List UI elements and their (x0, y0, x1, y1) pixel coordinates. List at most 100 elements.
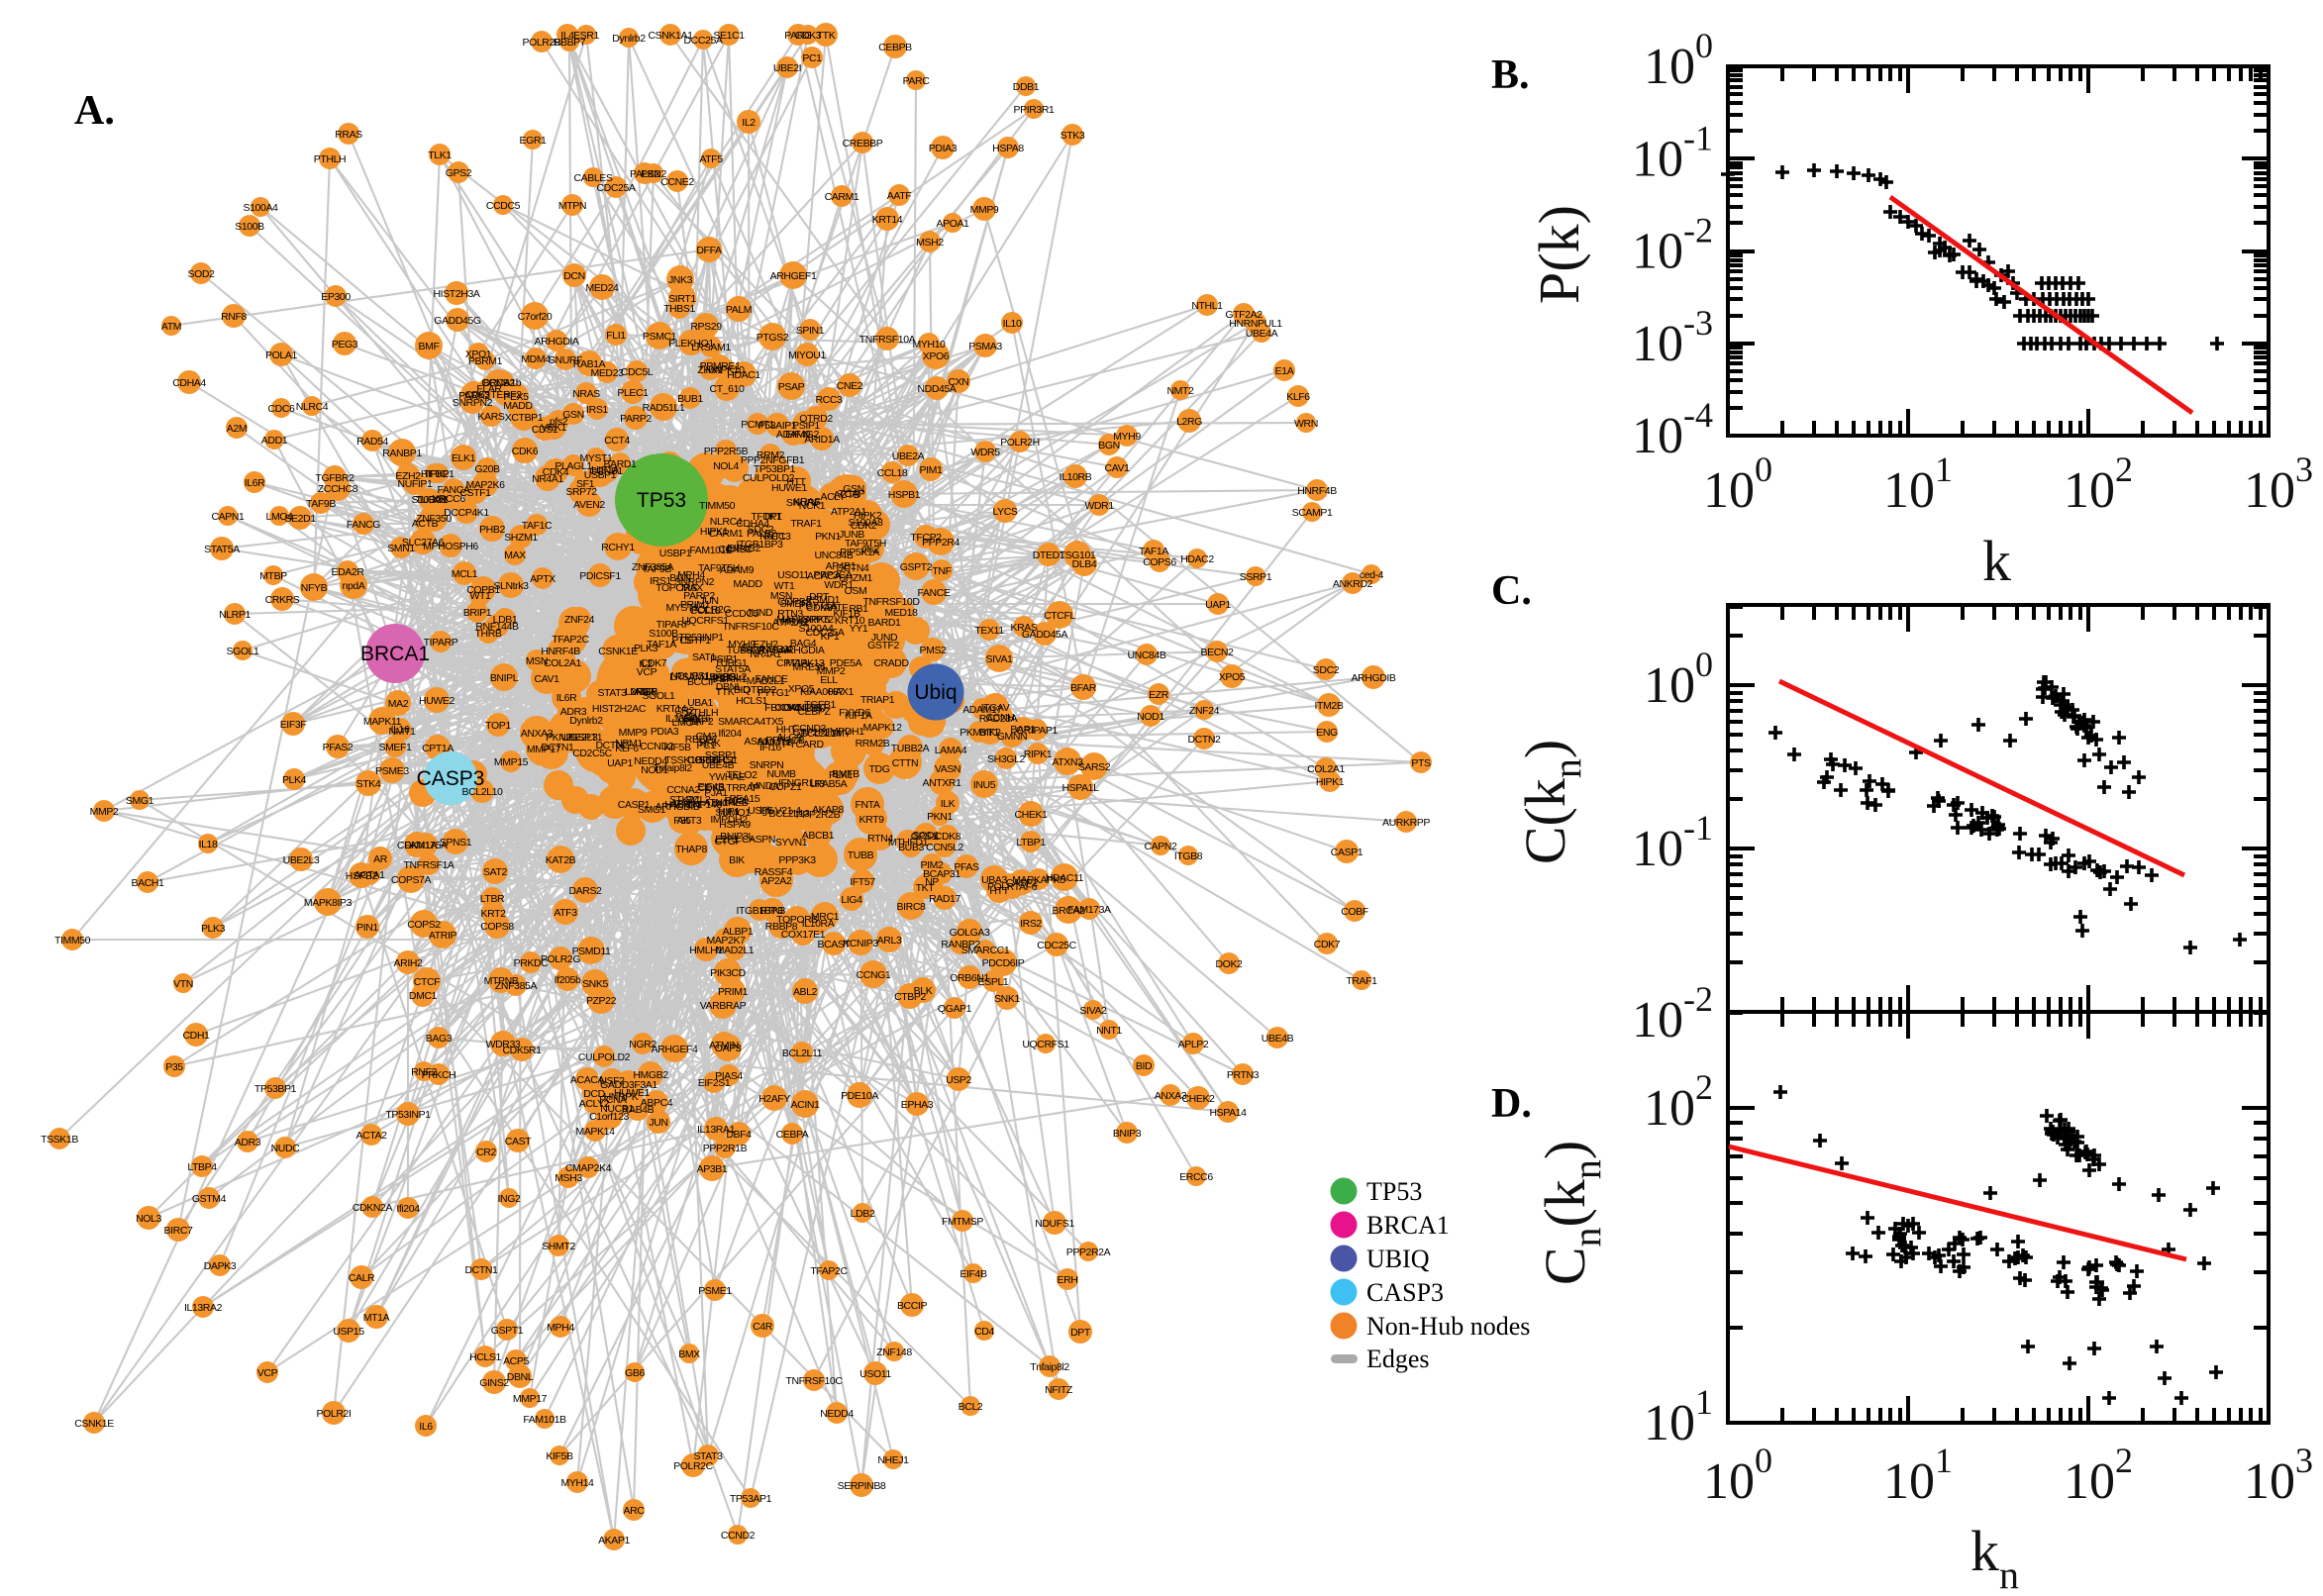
svg-text:PPP2R2B: PPP2R2B (796, 809, 841, 821)
svg-text:SLC27A6: SLC27A6 (402, 537, 445, 549)
svg-text:PLK4: PLK4 (282, 774, 307, 786)
svg-text:PLK3: PLK3 (201, 923, 226, 935)
svg-text:ARHGDIA: ARHGDIA (779, 645, 824, 656)
svg-text:DCC25A: DCC25A (683, 35, 722, 47)
svg-text:IRS2: IRS2 (1020, 918, 1042, 930)
svg-text:ACACA: ACACA (807, 570, 842, 582)
svg-text:GPS1: GPS1 (911, 831, 938, 843)
svg-text:SNURF: SNURF (549, 354, 582, 366)
svg-text:CDC25A: CDC25A (596, 182, 635, 194)
svg-text:PEA15: PEA15 (730, 793, 760, 805)
svg-text:TAF1C: TAF1C (522, 520, 553, 532)
svg-text:PRIM1: PRIM1 (680, 599, 711, 611)
svg-text:ADD1: ADD1 (261, 435, 288, 447)
svg-text:MAPK10: MAPK10 (705, 364, 745, 376)
svg-text:CDKN1A: CDKN1A (397, 840, 438, 851)
svg-text:EIF4G2: EIF4G2 (785, 429, 819, 441)
svg-text:ANKRD2: ANKRD2 (1333, 578, 1373, 590)
svg-text:NRAS: NRAS (572, 388, 600, 400)
svg-text:CCNB2: CCNB2 (718, 544, 752, 555)
svg-text:WDR1: WDR1 (824, 579, 854, 591)
svg-text:MTBP: MTBP (259, 570, 287, 582)
svg-text:TUBB2A: TUBB2A (891, 743, 930, 754)
svg-text:HHT: HHT (776, 724, 797, 736)
svg-text:ZNF148: ZNF148 (686, 799, 722, 811)
svg-text:If205b: If205b (555, 974, 581, 986)
svg-text:AKAP1: AKAP1 (598, 1535, 630, 1546)
svg-text:CSTF1: CSTF1 (679, 635, 711, 647)
svg-text:GSPT1: GSPT1 (491, 1325, 524, 1337)
svg-text:PTS: PTS (671, 635, 691, 647)
svg-text:MMP2: MMP2 (817, 665, 846, 677)
svg-text:TP53INP1: TP53INP1 (678, 632, 724, 644)
svg-text:OSM: OSM (845, 585, 867, 597)
svg-text:WT1: WT1 (470, 590, 492, 602)
svg-text:PKN1: PKN1 (815, 531, 841, 543)
svg-text:MTPN: MTPN (558, 200, 586, 212)
svg-text:SHZM1: SHZM1 (839, 572, 872, 584)
svg-text:SIVA1: SIVA1 (986, 653, 1014, 665)
svg-text:PTGS2: PTGS2 (757, 332, 789, 344)
svg-text:MADD: MADD (733, 578, 762, 590)
svg-text:WT1: WT1 (774, 580, 796, 592)
svg-text:PPP3CB: PPP3CB (765, 735, 804, 747)
svg-text:CASP1: CASP1 (1331, 847, 1364, 858)
svg-text:S100A8: S100A8 (412, 494, 448, 506)
svg-text:PSMA3: PSMA3 (968, 341, 1002, 352)
svg-text:HIPK1: HIPK1 (700, 526, 729, 538)
svg-text:CREBBP: CREBBP (843, 138, 883, 150)
svg-text:XCTBP1: XCTBP1 (505, 412, 544, 424)
svg-text:C4R: C4R (753, 1321, 773, 1333)
svg-text:TP53: TP53 (637, 489, 686, 512)
svg-text:ATF5: ATF5 (699, 153, 723, 165)
svg-text:PDE5A: PDE5A (830, 657, 862, 669)
svg-text:UNC84B: UNC84B (1127, 649, 1165, 661)
svg-text:IFI16: IFI16 (759, 742, 781, 753)
svg-text:USO11: USO11 (859, 1368, 891, 1380)
svg-text:NHEJ1: NHEJ1 (877, 1454, 909, 1466)
svg-text:BMF: BMF (419, 341, 440, 352)
svg-text:HSPB2: HSPB2 (346, 870, 378, 882)
svg-text:BGN: BGN (669, 572, 691, 584)
svg-text:PRKCH: PRKCH (422, 1069, 456, 1081)
svg-text:LRSAM1: LRSAM1 (691, 342, 731, 353)
svg-text:MAPK8IP3: MAPK8IP3 (304, 897, 353, 909)
svg-text:NOD1: NOD1 (1137, 711, 1164, 723)
svg-text:CCNA2: CCNA2 (666, 784, 700, 796)
svg-text:AATF: AATF (887, 190, 911, 202)
svg-text:PARK2: PARK2 (458, 390, 490, 402)
svg-text:PIP5K1A: PIP5K1A (840, 547, 879, 558)
svg-text:CNE2: CNE2 (837, 380, 863, 392)
svg-text:GTF2A2: GTF2A2 (1225, 309, 1262, 321)
svg-text:FMTMSP: FMTMSP (942, 1216, 983, 1228)
svg-text:DMC1: DMC1 (409, 990, 438, 1002)
svg-text:BLK: BLK (914, 985, 933, 997)
svg-text:MT1A: MT1A (363, 1312, 390, 1324)
svg-text:PLEC1: PLEC1 (617, 387, 649, 399)
svg-text:SHZM1: SHZM1 (504, 532, 538, 544)
svg-text:ced-4: ced-4 (712, 797, 737, 809)
svg-text:KARS: KARS (478, 411, 505, 423)
svg-text:KRT14: KRT14 (872, 214, 903, 226)
svg-text:RTN3: RTN3 (759, 905, 785, 917)
svg-text:ACTA2: ACTA2 (355, 1130, 387, 1142)
svg-text:MAP2K7: MAP2K7 (706, 935, 746, 947)
svg-text:GB6: GB6 (625, 1367, 645, 1379)
svg-text:MADD: MADD (503, 400, 533, 412)
svg-text:MYH9: MYH9 (1113, 431, 1141, 443)
svg-text:ACLY2: ACLY2 (579, 1098, 610, 1110)
svg-text:FLI1: FLI1 (606, 330, 626, 342)
svg-text:RPS29: RPS29 (690, 321, 722, 333)
svg-text:KRT10: KRT10 (835, 615, 865, 627)
svg-text:TSG101: TSG101 (1060, 549, 1096, 561)
svg-text:COPS7A: COPS7A (391, 874, 432, 886)
svg-text:ced-4: ced-4 (1360, 569, 1384, 581)
svg-text:CRADD: CRADD (873, 657, 909, 669)
svg-text:VRK1: VRK1 (541, 422, 566, 434)
svg-text:AP3B1: AP3B1 (697, 1163, 728, 1175)
svg-text:KIF1B: KIF1B (833, 608, 860, 620)
svg-text:XPO5: XPO5 (788, 683, 815, 695)
svg-text:PSME1: PSME1 (698, 1285, 732, 1297)
svg-text:PPP2R5B: PPP2R5B (704, 446, 749, 457)
svg-text:DPT: DPT (1070, 1327, 1091, 1339)
